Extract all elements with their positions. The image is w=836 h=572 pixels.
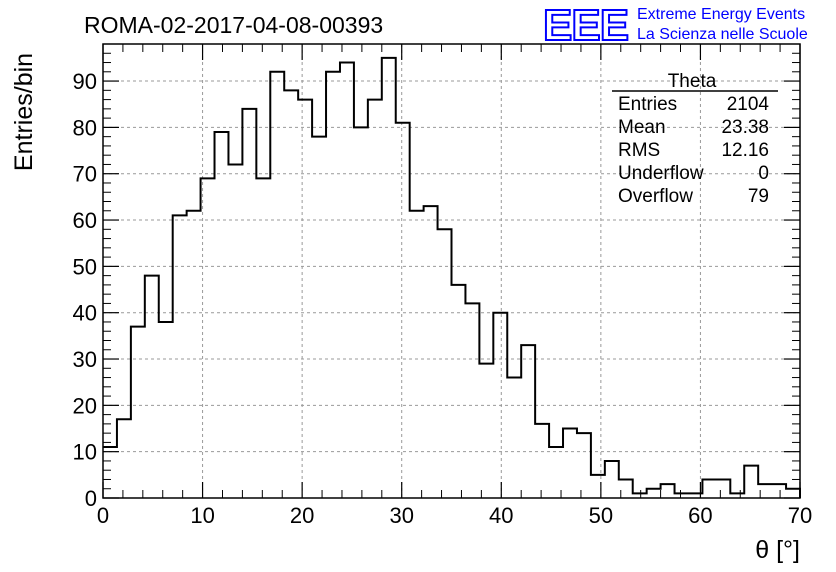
stats-value-underflow: 0 — [758, 163, 769, 184]
logo-caption-line1: Extreme Energy Events — [637, 6, 805, 23]
y-axis-ticks: 0 10 20 30 40 50 60 70 80 90 — [73, 43, 800, 511]
y-tick-label: 50 — [73, 254, 97, 279]
x-tick-label: 60 — [688, 503, 712, 528]
x-axis-ticks: 0 10 20 30 40 50 60 70 — [97, 44, 812, 528]
x-axis-label: θ [°] — [755, 536, 800, 564]
plot-frame — [102, 43, 801, 499]
y-tick-label: 40 — [73, 301, 97, 326]
stats-box: Theta Entries 2104 Mean 23.38 RMS 12.16 … — [612, 71, 778, 207]
x-tick-label: 20 — [290, 503, 314, 528]
chart-title: ROMA-02-2017-04-08-00393 — [84, 12, 383, 38]
stats-label-mean: Mean — [618, 117, 666, 138]
stats-title: Theta — [668, 71, 717, 92]
eee-logo: EEE — [543, 1, 628, 50]
y-tick-label: 80 — [73, 115, 97, 140]
stats-value-rms: 12.16 — [721, 140, 769, 161]
stats-label-entries: Entries — [618, 94, 677, 115]
y-tick-label: 90 — [73, 69, 97, 94]
stats-label-underflow: Underflow — [618, 163, 704, 184]
y-tick-label: 20 — [73, 393, 97, 418]
stats-value-mean: 23.38 — [721, 117, 769, 138]
x-tick-label: 30 — [389, 503, 413, 528]
stats-label-overflow: Overflow — [618, 186, 693, 207]
x-tick-label: 40 — [489, 503, 513, 528]
y-tick-label: 10 — [73, 440, 97, 465]
x-tick-label: 50 — [589, 503, 613, 528]
x-tick-label: 0 — [97, 503, 109, 528]
stats-value-overflow: 79 — [748, 186, 769, 207]
stats-label-rms: RMS — [618, 140, 660, 161]
x-tick-label: 10 — [190, 503, 214, 528]
y-tick-label: 70 — [73, 162, 97, 187]
y-tick-label: 0 — [85, 486, 97, 511]
histogram-step-line — [103, 56, 801, 498]
y-tick-label: 30 — [73, 347, 97, 372]
y-axis-label: Entries/bin — [10, 53, 38, 171]
logo-caption-line2: La Scienza nelle Scuole — [637, 26, 808, 43]
x-tick-label: 70 — [788, 503, 812, 528]
stats-value-entries: 2104 — [727, 94, 770, 115]
y-tick-label: 60 — [73, 208, 97, 233]
